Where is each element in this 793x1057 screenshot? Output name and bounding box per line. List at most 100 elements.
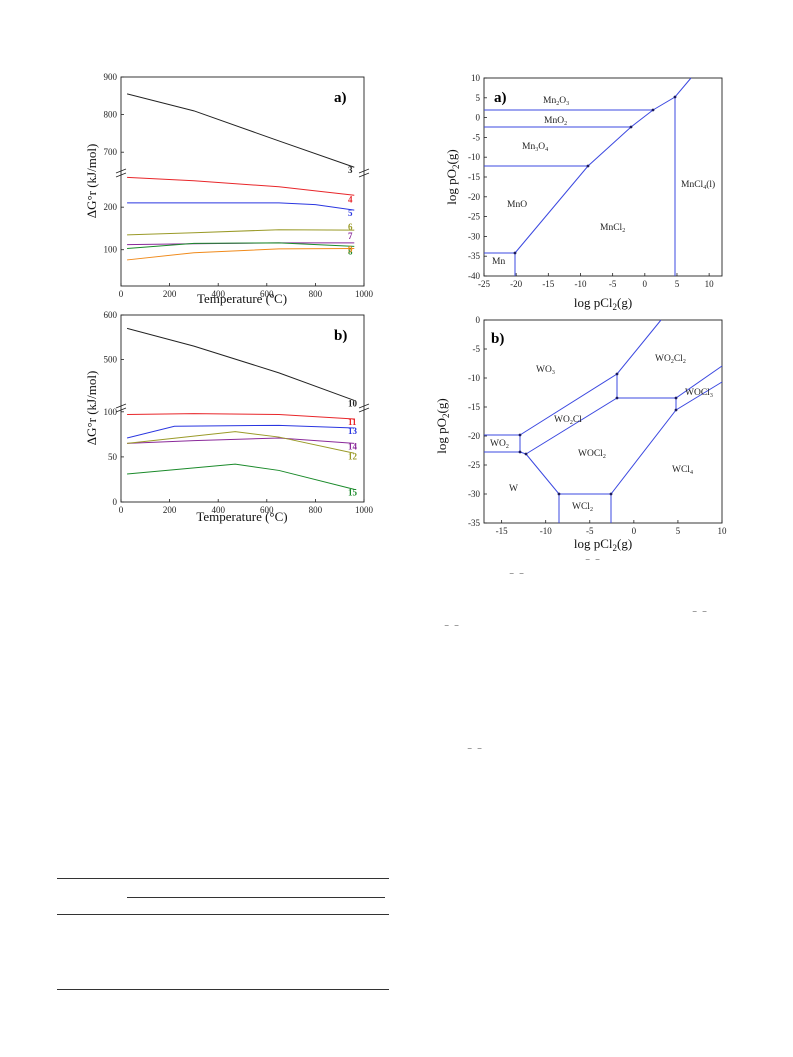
x-tick-label: 10 (705, 279, 715, 289)
y-tick-label: -20 (468, 431, 480, 441)
series-label-15: 15 (348, 487, 358, 497)
x-tick-label: 200 (163, 505, 177, 515)
series-label-4: 4 (348, 194, 353, 204)
panel-label: b) (334, 328, 347, 344)
y-tick-label: -25 (468, 212, 480, 222)
series-label-7: 7 (348, 231, 353, 241)
x-tick-label: -15 (496, 526, 508, 536)
region-mn: Mn (492, 257, 505, 267)
y-tick-labels: 700 800 900 100 200 (104, 72, 124, 255)
plot-frame (483, 319, 723, 524)
panel-label: a) (334, 90, 347, 106)
phase-boundaries (484, 319, 723, 523)
y-tick-label: 700 (104, 147, 118, 157)
y-tick-label: -40 (468, 271, 480, 281)
y-tick-label: 5 (476, 93, 481, 103)
y-tick-label: -25 (468, 460, 480, 470)
series-label-10: 10 (348, 398, 358, 408)
table-bottom-rule (57, 989, 389, 990)
series-line-4 (127, 176, 355, 196)
y-tick-label: -30 (468, 231, 480, 241)
overbar-mark: ‾ ‾ (445, 626, 461, 637)
series-label-9: 9 (348, 244, 353, 254)
y-tick-label: -35 (468, 251, 480, 261)
plot-frame (120, 314, 365, 503)
x-tick-label: -20 (510, 279, 522, 289)
table-top-rule (57, 878, 389, 879)
axis-break-marks (115, 168, 370, 178)
x-axis-label: log pCl2(g) (574, 536, 632, 553)
y-tick-label: 100 (104, 407, 118, 417)
series-line-11 (127, 413, 355, 420)
y-tick-label: -5 (473, 344, 481, 354)
panel-label: b) (491, 331, 504, 347)
y-tick-label: -20 (468, 192, 480, 202)
region-mno2: MnO2 (544, 116, 567, 127)
y-axis-label: log pO2(g) (434, 398, 451, 453)
y-tick-label: -10 (468, 152, 480, 162)
region-wcl2: WCl2 (572, 502, 593, 513)
y-tick-label: -10 (468, 373, 480, 383)
x-axis-label: Temperature (ºC) (197, 291, 287, 306)
y-tick-label: 0 (476, 113, 481, 123)
series-line-5 (127, 202, 355, 211)
y-tick-label: -30 (468, 489, 480, 499)
series-line-8 (127, 242, 355, 249)
region-wcl4: WCl4 (672, 465, 693, 476)
series-group (126, 93, 355, 261)
x-tick-label: 0 (119, 289, 124, 299)
x-tick-label: -10 (540, 526, 552, 536)
region-wo3: WO3 (536, 365, 555, 376)
x-tick-labels: 0 200 400 600 800 1000 (119, 499, 374, 515)
x-tick-label: -5 (609, 279, 617, 289)
y-tick-label: 600 (104, 310, 118, 320)
y-tick-label: 200 (104, 202, 118, 212)
x-axis-label: log pCl2(g) (574, 295, 632, 312)
x-tick-label: 600 (260, 505, 274, 515)
y-tick-label: 900 (104, 72, 118, 82)
y-tick-labels: 10 5 0 -5 -10 -15 -20 -25 -30 -35 -40 (468, 73, 487, 281)
phase-diagram-a-mn-o-cl: Mn2O3 MnO2 Mn3O4 MnO MnCl2 MnCl4(l) Mn -… (444, 73, 723, 312)
y-tick-label: 100 (104, 245, 118, 255)
series-line-3 (126, 93, 355, 168)
series-line-12 (127, 431, 355, 454)
y-tick-label: -15 (468, 172, 480, 182)
series-line-6 (127, 229, 355, 236)
y-tick-labels: 0 -5 -10 -15 -20 -25 -30 -35 (468, 315, 487, 528)
overbar-mark: ‾ ‾ (693, 612, 709, 623)
region-wo2: WO2 (490, 439, 509, 450)
x-axis-label: Temperature (°C) (196, 509, 287, 524)
region-w: W (509, 484, 518, 494)
triple-points (513, 95, 677, 255)
axis-break-marks (115, 403, 370, 413)
y-tick-label: 0 (113, 497, 118, 507)
x-tick-label: 800 (309, 289, 323, 299)
triple-points (518, 372, 678, 496)
y-tick-label: 50 (108, 452, 118, 462)
x-tick-label: 5 (675, 279, 680, 289)
x-tick-label: 0 (119, 505, 124, 515)
panel-label: a) (494, 90, 507, 106)
region-wocl3: WOCl3 (685, 388, 713, 399)
plot-frame (483, 77, 723, 277)
x-tick-label: 800 (309, 505, 323, 515)
overbar-mark: ‾ ‾ (510, 574, 526, 585)
y-axis-label: ΔG°r (kJ/mol) (84, 144, 99, 219)
x-tick-labels: 0 200 400 600 800 1000 (119, 283, 374, 299)
y-tick-label: -35 (468, 518, 480, 528)
x-tick-label: 200 (163, 289, 177, 299)
region-mno: MnO (507, 200, 527, 210)
region-labels: Mn2O3 MnO2 Mn3O4 MnO MnCl2 MnCl4(l) Mn (492, 96, 715, 267)
series-label-8: 8 (348, 246, 353, 256)
x-tick-label: 400 (211, 505, 225, 515)
x-tick-labels: -25 -20 -15 -10 -5 0 5 10 (478, 273, 714, 289)
series-line-14 (127, 437, 355, 444)
series-line-10 (126, 327, 355, 401)
series-label-12: 12 (348, 451, 358, 461)
x-tick-label: 600 (260, 289, 274, 299)
region-mn3o4: Mn3O4 (522, 142, 548, 153)
